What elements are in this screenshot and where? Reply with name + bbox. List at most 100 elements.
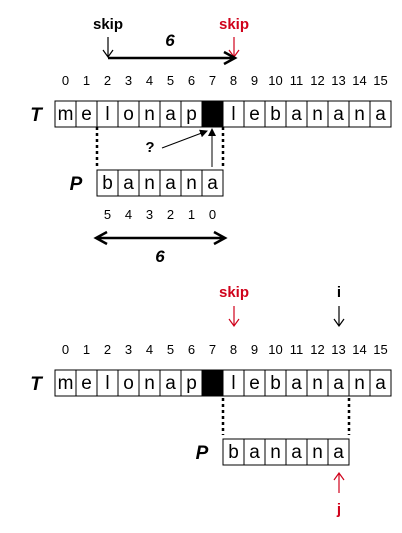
char-label: l — [105, 104, 109, 125]
index-label: 12 — [310, 342, 324, 357]
char-label: a — [291, 442, 302, 463]
char-label: a — [291, 373, 302, 394]
shift-value: 0 — [209, 207, 216, 222]
index-label: 6 — [188, 73, 195, 88]
skip-right-arrow — [228, 37, 240, 59]
char-label: m — [58, 104, 74, 125]
char-cell — [201, 169, 224, 197]
index-label: 2 — [104, 342, 111, 357]
j-arrow — [333, 471, 345, 493]
index-label: 3 — [125, 73, 132, 88]
char-label: e — [249, 104, 260, 125]
skip-label-bottom: skip — [219, 284, 249, 301]
char-label: n — [144, 373, 155, 394]
index-label: 5 — [167, 73, 174, 88]
index-label: 4 — [146, 73, 153, 88]
char-label: p — [186, 373, 197, 394]
char-label: n — [354, 373, 365, 394]
char-label: n — [354, 104, 365, 125]
char-label: b — [270, 373, 281, 394]
shift-value: 1 — [188, 207, 195, 222]
char-label: a — [333, 442, 344, 463]
char-label: a — [375, 104, 386, 125]
char-label: n — [312, 442, 323, 463]
char-label: e — [81, 104, 92, 125]
index-label: 11 — [290, 342, 304, 357]
index-label: 15 — [373, 342, 387, 357]
skip-right-label: skip — [219, 16, 249, 33]
bottom-index-row: 0 1 2 3 4 5 6 7 8 9 10 11 12 13 14 15 — [62, 342, 388, 357]
index-label: 4 — [146, 342, 153, 357]
index-label: 8 — [230, 342, 237, 357]
index-label: 7 — [209, 73, 216, 88]
i-label: i — [337, 284, 341, 301]
char-cell — [369, 369, 392, 397]
index-label: 13 — [331, 73, 345, 88]
char-label: n — [312, 373, 323, 394]
text-row-label-bottom: T — [30, 374, 43, 395]
char-label: a — [333, 104, 344, 125]
char-label: e — [81, 373, 92, 394]
pattern-row-label-top: P — [70, 174, 83, 195]
shift-value: 3 — [146, 207, 153, 222]
char-label: a — [375, 373, 386, 394]
shift-bottom-arrow — [93, 230, 228, 246]
index-label: 8 — [230, 73, 237, 88]
index-label: 0 — [62, 342, 69, 357]
char-label: n — [144, 173, 155, 194]
shift-value: 4 — [125, 207, 132, 222]
skip-arrow-bottom — [228, 306, 240, 328]
shift-bottom-label: 6 — [155, 247, 165, 266]
index-label: 9 — [251, 73, 258, 88]
shift-value: 5 — [104, 207, 111, 222]
char-label: e — [249, 373, 260, 394]
shift-top-label: 6 — [165, 31, 175, 50]
char-label: o — [123, 373, 134, 394]
char-label: l — [105, 373, 109, 394]
question-arrow — [161, 129, 208, 149]
index-label: 7 — [209, 342, 216, 357]
skip-left-label: skip — [93, 16, 123, 33]
char-label: a — [165, 173, 176, 194]
char-label: b — [102, 173, 113, 194]
i-arrow — [333, 306, 345, 328]
skip-left-arrow — [102, 37, 114, 59]
index-label: 0 — [62, 73, 69, 88]
char-label: n — [312, 104, 323, 125]
char-label: a — [165, 104, 176, 125]
char-label: o — [123, 104, 134, 125]
char-label: b — [228, 442, 239, 463]
char-label: a — [165, 373, 176, 394]
index-label: 1 — [83, 73, 90, 88]
char-label: l — [231, 373, 235, 394]
char-cell — [327, 438, 350, 466]
text-row-label-top: T — [30, 105, 43, 126]
char-label: a — [291, 104, 302, 125]
index-label: 3 — [125, 342, 132, 357]
index-label: 12 — [310, 73, 324, 88]
char-label: a — [333, 373, 344, 394]
index-label: 5 — [167, 342, 174, 357]
char-label: p — [186, 104, 197, 125]
index-label: 10 — [268, 73, 282, 88]
char-label: n — [186, 173, 197, 194]
char-label: a — [123, 173, 134, 194]
index-label: 15 — [373, 73, 387, 88]
char-label: m — [58, 373, 74, 394]
index-label: 11 — [290, 73, 304, 88]
char-label: p — [207, 373, 218, 394]
index-label: 2 — [104, 73, 111, 88]
char-cell — [369, 100, 392, 128]
index-label: 10 — [268, 342, 282, 357]
char-label: n — [270, 442, 281, 463]
index-label: 14 — [352, 73, 366, 88]
question-mark: ? — [145, 139, 154, 156]
index-label: 13 — [331, 342, 345, 357]
shift-value: 2 — [167, 207, 174, 222]
